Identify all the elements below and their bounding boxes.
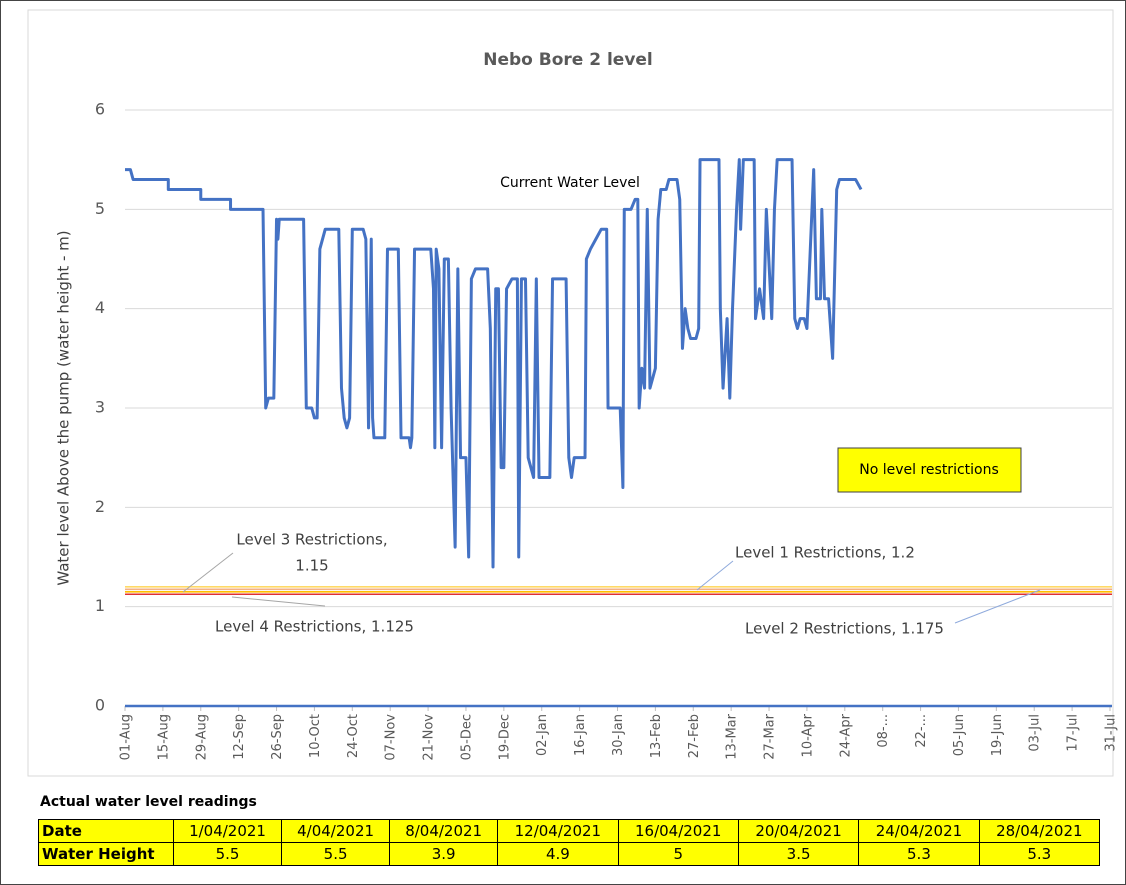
table-cell: 12/04/2021 xyxy=(497,819,619,843)
table-cell: 5 xyxy=(617,842,739,866)
table-cell: 5.5 xyxy=(281,842,391,866)
table-cell: 28/04/2021 xyxy=(978,819,1101,843)
grid: 0 1 2 3 4 5 6 01-Aug 15-Aug 29-Aug 12-Sep 26-Sep 10-… xyxy=(95,100,1119,761)
table-title: Actual water level readings xyxy=(40,794,257,810)
x-tick-label: 22-... xyxy=(914,714,929,748)
x-tick-label: 08-... xyxy=(876,714,891,748)
x-tick-label: 30-Jan xyxy=(611,714,626,756)
x-tick-label: 05-Dec xyxy=(459,714,474,760)
x-tick-label: 21-Nov xyxy=(422,714,437,761)
reference-label: Level 2 Restrictions, 1.175 xyxy=(745,620,944,638)
x-tick-label: 05-Jun xyxy=(952,714,967,756)
x-tick-label: 26-Sep xyxy=(270,714,285,760)
table-cell: 3.9 xyxy=(389,842,499,866)
annotation: No level restrictions xyxy=(859,462,999,478)
reference-label: Level 4 Restrictions, 1.125 xyxy=(215,618,414,636)
x-tick-label: 24-Oct xyxy=(346,714,361,758)
reference-label: Level 1 Restrictions, 1.2 xyxy=(735,544,915,562)
y-tick-label: 1 xyxy=(95,596,105,615)
x-tick-label: 19-Dec xyxy=(497,714,512,760)
y-tick-label: 2 xyxy=(95,497,105,516)
table-row: Date 1/04/2021 4/04/2021 8/04/2021 12/04/202… xyxy=(38,819,1101,843)
x-tick-label: 15-Aug xyxy=(156,714,171,760)
table-cell: 20/04/2021 xyxy=(737,819,860,843)
x-tick-label: 10-Apr xyxy=(800,713,815,757)
reference-label: 1.15 xyxy=(295,557,328,575)
x-tick-label: 19-Jun xyxy=(990,714,1005,756)
y-tick-label: 5 xyxy=(95,199,105,218)
table-cell: 4/04/2021 xyxy=(281,819,391,843)
x-tick-label: 10-Oct xyxy=(308,714,323,758)
chart: Nebo Bore 2 level Water level Above the … xyxy=(27,9,1119,777)
y-tick-label: 4 xyxy=(95,298,105,317)
table-cell: 8/04/2021 xyxy=(389,819,499,843)
table-cell: 1/04/2021 xyxy=(172,819,283,843)
table-cell: Date xyxy=(38,819,174,843)
leader-line xyxy=(231,596,326,607)
table-cell: 5.3 xyxy=(858,842,980,866)
x-tick-label: 03-Jul xyxy=(1028,714,1043,752)
y-axis-label: Water level Above the pump (water height… xyxy=(55,230,73,585)
x-tick-label: 07-Nov xyxy=(384,714,399,761)
x-tick-label: 17-Jul xyxy=(1066,714,1081,752)
readings-table: Date 1/04/2021 4/04/2021 8/04/2021 12/04/202… xyxy=(38,819,1101,866)
series-label: Current Water Level xyxy=(500,175,640,191)
x-tick-label: 01-Aug xyxy=(119,714,134,760)
leader-line xyxy=(954,589,1041,624)
table-row: Water Height 5.5 5.5 3.9 4.9 5 3.5 5.3 5.3 xyxy=(38,842,1101,866)
x-tick-label: 24-Apr xyxy=(838,713,853,757)
y-tick-label: 3 xyxy=(95,398,105,417)
chart-title: Nebo Bore 2 level xyxy=(483,50,653,70)
table-cell: 16/04/2021 xyxy=(617,819,739,843)
leader-line xyxy=(696,560,734,591)
leader-line xyxy=(182,552,234,593)
annotation-box xyxy=(837,447,1022,493)
x-tick-label: 29-Aug xyxy=(194,714,209,760)
y-tick-label: 0 xyxy=(95,696,105,715)
table-cell: 24/04/2021 xyxy=(858,819,980,843)
x-tick-label: 16-Jan xyxy=(573,714,588,756)
table-cell: Water Height xyxy=(38,842,174,866)
x-tick-label: 31-Jul xyxy=(1104,714,1119,752)
y-tick-label: 6 xyxy=(95,100,105,119)
x-tick-label: 13-Mar xyxy=(725,713,740,759)
x-tick-label: 27-Feb xyxy=(687,714,702,758)
table-cell: 4.9 xyxy=(497,842,619,866)
reference-lines: Level 1 Restrictions, 1.2 Level 2 Restric… xyxy=(125,531,1112,638)
reference-label: Level 3 Restrictions, xyxy=(236,531,387,549)
table-cell: 5.3 xyxy=(978,842,1101,866)
table-cell: 5.5 xyxy=(172,842,283,866)
data-line xyxy=(125,158,863,569)
x-tick-label: 02-Jan xyxy=(535,714,550,756)
table-cell: 3.5 xyxy=(737,842,860,866)
x-tick-label: 27-Mar xyxy=(763,713,778,759)
x-tick-label: 12-Sep xyxy=(232,714,247,760)
chart-area xyxy=(27,9,1114,777)
x-tick-label: 13-Feb xyxy=(649,714,664,758)
